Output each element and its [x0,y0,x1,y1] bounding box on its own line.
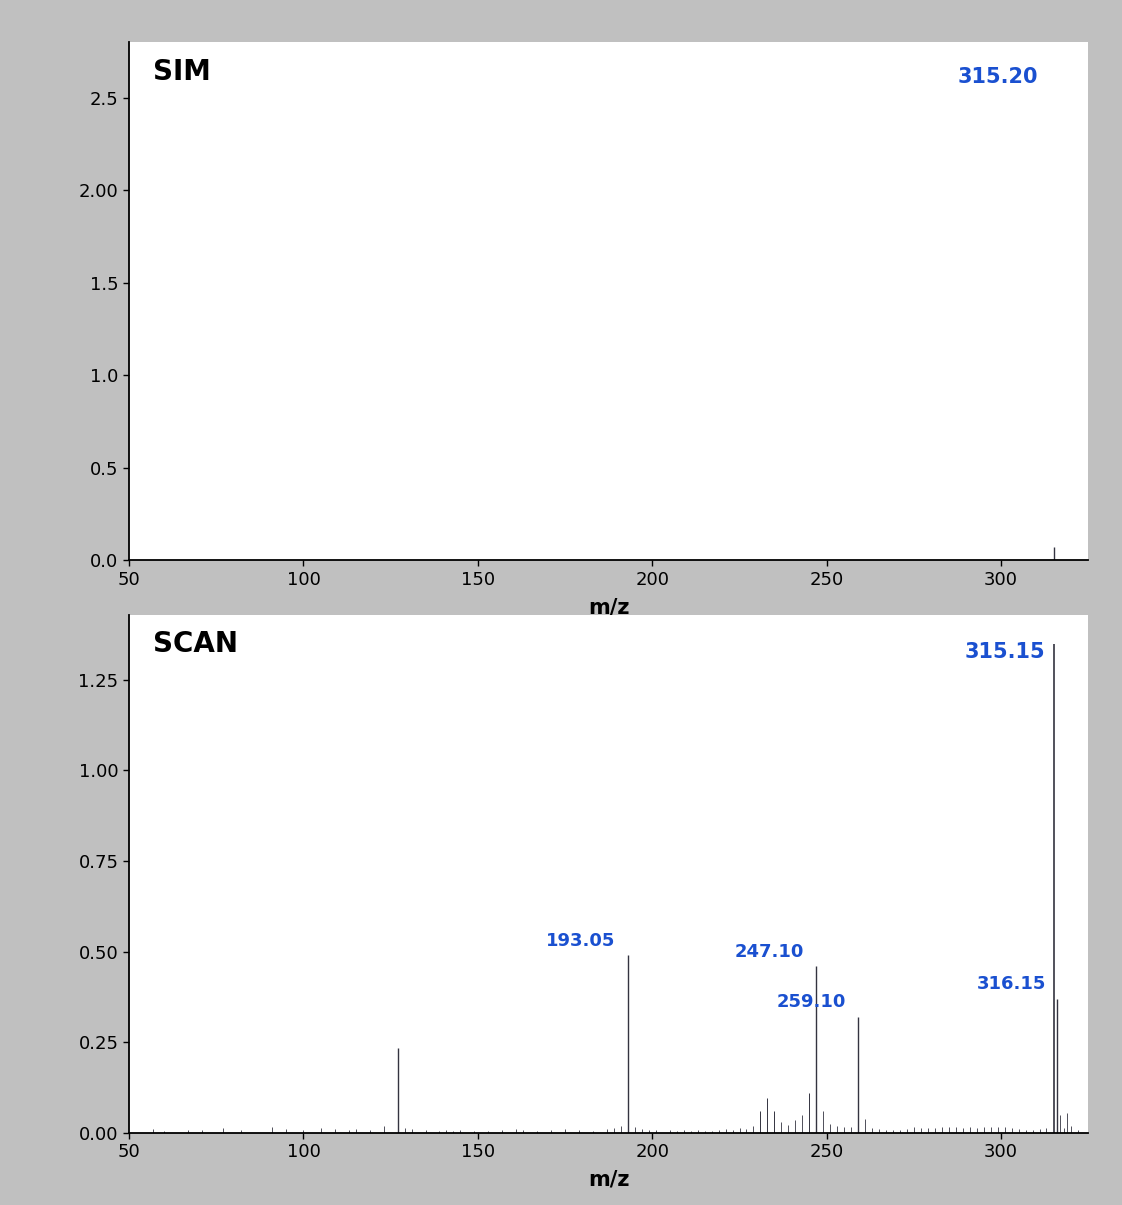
X-axis label: m/z: m/z [588,596,629,617]
Text: 315.20: 315.20 [957,66,1038,87]
Text: SCAN: SCAN [153,630,238,658]
X-axis label: m/z: m/z [588,1169,629,1189]
Text: 247.10: 247.10 [735,942,804,960]
Text: 316.15: 316.15 [977,975,1047,993]
Text: 259.10: 259.10 [776,993,846,1011]
Text: SIM: SIM [153,58,211,86]
Text: 193.05: 193.05 [546,931,616,950]
Text: 315.15: 315.15 [964,641,1045,662]
